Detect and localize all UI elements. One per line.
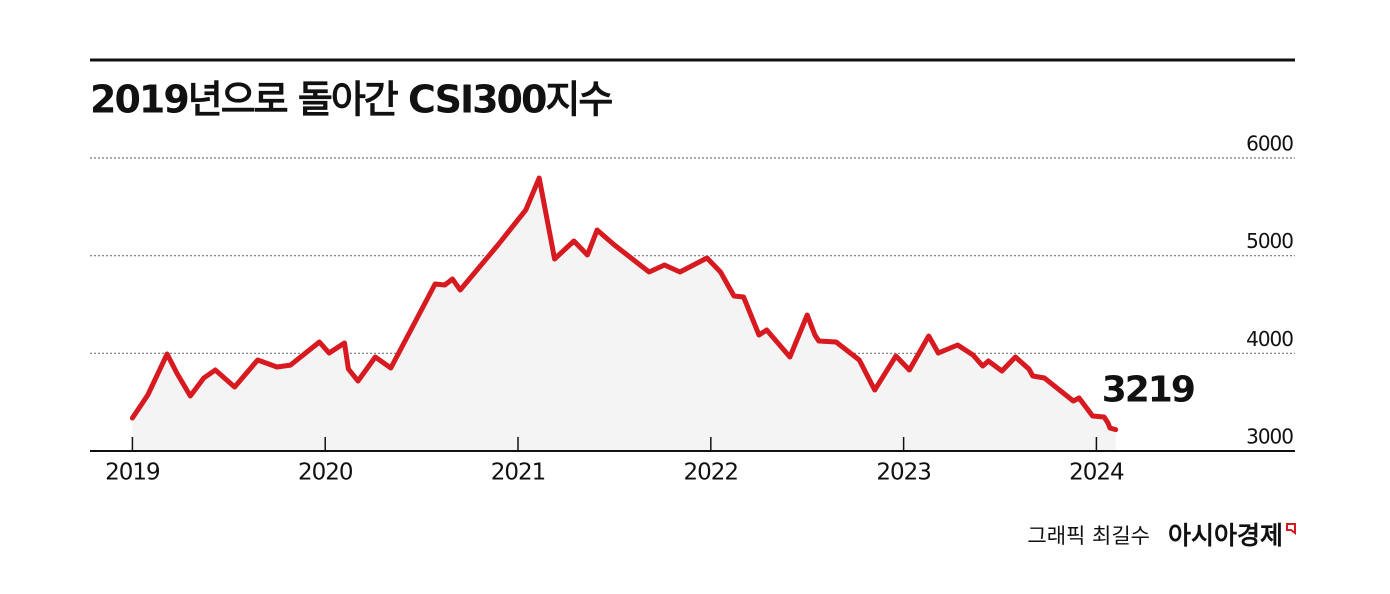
y-tick-label: 3000: [1246, 425, 1293, 449]
x-tick-label: 2022: [684, 460, 739, 486]
y-tick-label: 4000: [1246, 327, 1293, 351]
x-tick-label: 2021: [491, 460, 546, 486]
y-tick-label: 6000: [1246, 132, 1293, 156]
credit-graphic: 그래픽 최길수: [1027, 524, 1150, 548]
chart-title: 2019년으로 돌아간 CSI300지수: [90, 78, 612, 122]
x-tick-label: 2023: [876, 460, 931, 486]
logo-mark: [1286, 523, 1296, 535]
area: [132, 178, 1116, 451]
line: [129, 175, 1119, 433]
x-tick-label: 2020: [298, 460, 353, 486]
y-tick-label: 5000: [1246, 229, 1293, 253]
end-value-label: 3219: [1102, 370, 1194, 411]
x-tick-label: 2024: [1069, 460, 1124, 486]
credit-publisher: 아시아경제: [1168, 521, 1283, 550]
x-tick-label: 2019: [105, 460, 160, 486]
